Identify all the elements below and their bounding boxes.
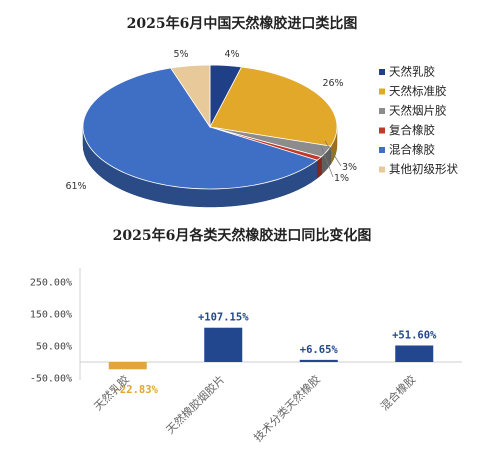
pie-value-label-3: 1% — [334, 173, 349, 184]
y-tick-label-0: 250.00% — [30, 278, 72, 289]
pie-value-label-5: 5% — [173, 49, 188, 60]
x-category-label-1: 天然橡胶烟胶片 — [163, 372, 227, 436]
bar-1 — [204, 327, 243, 362]
bar-3 — [395, 345, 434, 362]
legend-swatch-3 — [379, 127, 385, 134]
x-category-label-2: 技术分类天然橡胶 — [251, 372, 323, 444]
legend-label-0: 天然乳胶 — [389, 65, 435, 79]
y-tick-label-3: -50.00% — [30, 374, 72, 385]
pie-slice-1 — [209, 66, 338, 147]
legend-swatch-5 — [379, 166, 385, 173]
bar-value-label-3: +51.60% — [392, 329, 437, 341]
bar-value-label-1: +107.15% — [198, 312, 249, 324]
legend-swatch-1 — [379, 88, 385, 95]
pie-slices — [82, 64, 338, 190]
legend-label-2: 天然烟片胶 — [389, 104, 447, 118]
legend-label-3: 复合橡胶 — [389, 123, 435, 137]
legend-swatch-0 — [379, 69, 385, 75]
pie-leader-line-3pct — [324, 140, 342, 167]
pie-slice-5 — [170, 64, 211, 129]
pie-value-label-0: 4% — [224, 49, 239, 60]
pie-value-label-1: 26% — [322, 78, 343, 89]
pie-slice-4 — [82, 67, 319, 190]
pie-leader-line-1pct — [320, 145, 334, 178]
pie-chart-title: 2025年6月中国天然橡胶进口类比图 — [127, 15, 358, 32]
pie-value-label-2: 3% — [342, 162, 357, 173]
bar-2 — [299, 359, 338, 362]
x-category-label-3: 混合橡胶 — [377, 372, 418, 413]
bar-value-label-2: +6.65% — [300, 344, 339, 356]
bar-value-label-0: -22.83% — [114, 384, 159, 396]
pie-value-label-4: 61% — [65, 181, 86, 192]
bar-chart: 250.00%150.00%50.00%-50.00%-22.83%天然乳胶+1… — [30, 268, 462, 444]
legend-label-4: 混合橡胶 — [389, 143, 435, 157]
pie-chart: 4% 26% 3%1% 61% 5% — [65, 49, 357, 208]
bar-chart-title: 2025年6月各类天然橡胶进口同比变化图 — [113, 227, 372, 244]
legend-label-1: 天然标准胶 — [389, 84, 447, 98]
legend-label-5: 其他初级形状 — [389, 162, 458, 176]
legend-swatch-4 — [379, 147, 385, 153]
pie-value-labels: 4% 26% 3%1% 61% 5% — [65, 49, 357, 192]
legend-swatch-2 — [379, 108, 385, 114]
bar-0 — [108, 362, 147, 370]
y-tick-label-1: 150.00% — [30, 310, 72, 321]
y-tick-label-2: 50.00% — [36, 342, 72, 353]
pie-sides — [82, 126, 338, 208]
